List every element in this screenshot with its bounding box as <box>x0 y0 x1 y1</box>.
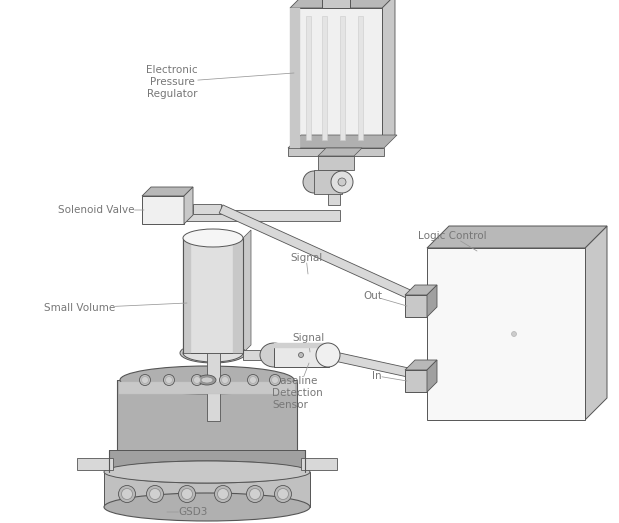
Ellipse shape <box>180 343 246 363</box>
Polygon shape <box>288 135 397 148</box>
Ellipse shape <box>248 374 259 385</box>
Bar <box>193 204 221 214</box>
Bar <box>318 156 354 170</box>
Bar <box>288 148 384 156</box>
Bar <box>405 370 427 392</box>
Bar <box>274 343 329 367</box>
Bar <box>322 0 350 8</box>
Text: Signal: Signal <box>290 253 322 274</box>
Ellipse shape <box>511 332 516 336</box>
Ellipse shape <box>220 374 230 385</box>
Bar <box>233 238 243 353</box>
Polygon shape <box>405 360 437 370</box>
Ellipse shape <box>260 343 288 367</box>
Bar <box>170 210 340 221</box>
Polygon shape <box>427 360 437 392</box>
Text: Electronic
Pressure
Regulator: Electronic Pressure Regulator <box>146 65 294 99</box>
Text: Signal: Signal <box>292 333 324 352</box>
Ellipse shape <box>183 229 243 247</box>
Ellipse shape <box>331 171 353 193</box>
Polygon shape <box>142 187 193 196</box>
Bar <box>104 472 310 507</box>
Bar <box>306 16 311 140</box>
Polygon shape <box>243 230 251 353</box>
Ellipse shape <box>298 353 303 358</box>
Bar <box>142 196 184 224</box>
Bar <box>405 295 427 317</box>
Bar <box>117 380 297 450</box>
Ellipse shape <box>181 488 193 499</box>
Ellipse shape <box>120 366 294 394</box>
Bar <box>427 248 585 420</box>
Polygon shape <box>427 226 607 248</box>
Polygon shape <box>585 226 607 420</box>
Ellipse shape <box>165 377 173 383</box>
Ellipse shape <box>104 461 310 483</box>
Ellipse shape <box>104 493 310 521</box>
Text: Out: Out <box>363 291 407 306</box>
Bar <box>290 8 382 148</box>
Bar <box>207 353 220 421</box>
Ellipse shape <box>139 374 150 385</box>
Polygon shape <box>382 0 395 148</box>
Ellipse shape <box>198 375 216 385</box>
Ellipse shape <box>194 377 201 383</box>
Text: In: In <box>373 371 407 381</box>
Ellipse shape <box>150 488 160 499</box>
Ellipse shape <box>274 485 292 503</box>
Bar <box>322 16 327 140</box>
Ellipse shape <box>316 343 340 367</box>
Ellipse shape <box>269 374 280 385</box>
Text: Gasoline
Detection
Sensor: Gasoline Detection Sensor <box>272 363 322 410</box>
Text: Logic Control: Logic Control <box>418 231 487 251</box>
Ellipse shape <box>163 374 175 385</box>
Bar <box>301 458 337 470</box>
Bar <box>314 170 342 194</box>
Ellipse shape <box>222 377 228 383</box>
Ellipse shape <box>215 485 232 503</box>
Ellipse shape <box>272 377 279 383</box>
Text: Solenoid Valve: Solenoid Valve <box>58 205 144 215</box>
Ellipse shape <box>201 377 213 383</box>
Ellipse shape <box>303 171 325 193</box>
Ellipse shape <box>338 178 346 186</box>
Ellipse shape <box>217 488 228 499</box>
Ellipse shape <box>118 485 136 503</box>
Ellipse shape <box>121 488 132 499</box>
Bar <box>340 16 345 140</box>
Ellipse shape <box>183 344 243 362</box>
Bar <box>119 382 295 394</box>
Polygon shape <box>405 285 437 295</box>
Ellipse shape <box>249 488 261 499</box>
Ellipse shape <box>109 461 305 483</box>
Bar <box>183 238 191 353</box>
Text: Small Volume: Small Volume <box>44 303 187 313</box>
Text: GSD3: GSD3 <box>167 507 208 517</box>
Bar <box>243 350 274 360</box>
Polygon shape <box>290 0 395 8</box>
Bar <box>274 343 329 348</box>
Ellipse shape <box>178 485 196 503</box>
Polygon shape <box>427 285 437 317</box>
Ellipse shape <box>249 377 256 383</box>
Bar <box>290 8 300 148</box>
Bar <box>328 180 340 205</box>
Ellipse shape <box>147 485 163 503</box>
Polygon shape <box>318 148 362 156</box>
Bar <box>109 450 305 472</box>
Ellipse shape <box>277 488 288 499</box>
Bar <box>183 238 243 353</box>
Ellipse shape <box>142 377 149 383</box>
Polygon shape <box>184 187 193 224</box>
Polygon shape <box>219 205 417 301</box>
Ellipse shape <box>191 374 202 385</box>
Bar <box>77 458 113 470</box>
Ellipse shape <box>246 485 264 503</box>
Polygon shape <box>327 350 416 379</box>
Bar <box>358 16 363 140</box>
